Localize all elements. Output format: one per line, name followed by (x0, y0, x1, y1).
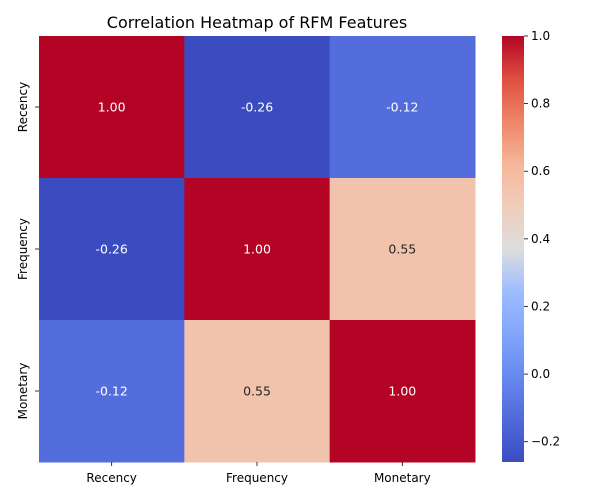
cell-value-label: -0.26 (95, 242, 127, 257)
heatmap-cell-frequency-recency (39, 178, 185, 321)
colorbar-tick-label: 1.0 (531, 29, 550, 43)
cell-value-label: -0.12 (95, 384, 127, 399)
cell-value-label: -0.26 (241, 100, 273, 115)
colorbar-tick-label: 0.6 (531, 164, 550, 178)
cell-value-label: 1.00 (98, 100, 126, 115)
y-tick-label: Recency (16, 82, 30, 132)
cell-value-label: -0.12 (386, 100, 418, 115)
x-axis: Recency Frequency Monetary (86, 462, 431, 485)
cell-value-label: 1.00 (388, 384, 416, 399)
colorbar-tick-label: 0.2 (531, 299, 550, 313)
x-tick-label: Recency (86, 471, 136, 485)
y-tick-label: Frequency (16, 218, 30, 280)
x-tick-label: Monetary (374, 471, 431, 485)
y-axis: Recency Frequency Monetary (16, 82, 39, 420)
heatmap-cell-monetary-monetary (329, 320, 476, 463)
heatmap-cell-recency-recency (39, 36, 185, 179)
colorbar-gradient (502, 36, 524, 462)
heatmap-cell-monetary-frequency (184, 320, 331, 463)
y-tick-label: Monetary (16, 363, 30, 420)
colorbar: −0.2 0.0 0.2 0.4 0.6 0.8 1.0 (502, 29, 560, 462)
cell-value-label: 1.00 (243, 242, 271, 257)
colorbar-tick-label: −0.2 (531, 435, 560, 449)
colorbar-tick-label: 0.0 (531, 367, 550, 381)
heatmap-cells (39, 36, 476, 463)
heatmap-cell-frequency-frequency (184, 178, 331, 321)
heatmap-cell-frequency-monetary (329, 178, 476, 321)
cell-value-label: 0.55 (243, 384, 271, 399)
cell-value-label: 0.55 (388, 242, 416, 257)
heatmap-cell-monetary-recency (39, 320, 185, 463)
x-tick-label: Frequency (226, 471, 288, 485)
heatmap-cell-recency-monetary (329, 36, 476, 179)
heatmap-cell-recency-frequency (184, 36, 331, 179)
chart-title: Correlation Heatmap of RFM Features (107, 13, 407, 32)
heatmap-cell-labels: 1.00 -0.26 -0.12 -0.26 1.00 0.55 -0.12 0.55 1.00 (95, 100, 418, 399)
colorbar-tick-label: 0.4 (531, 232, 550, 246)
colorbar-tick-label: 0.8 (531, 97, 550, 111)
